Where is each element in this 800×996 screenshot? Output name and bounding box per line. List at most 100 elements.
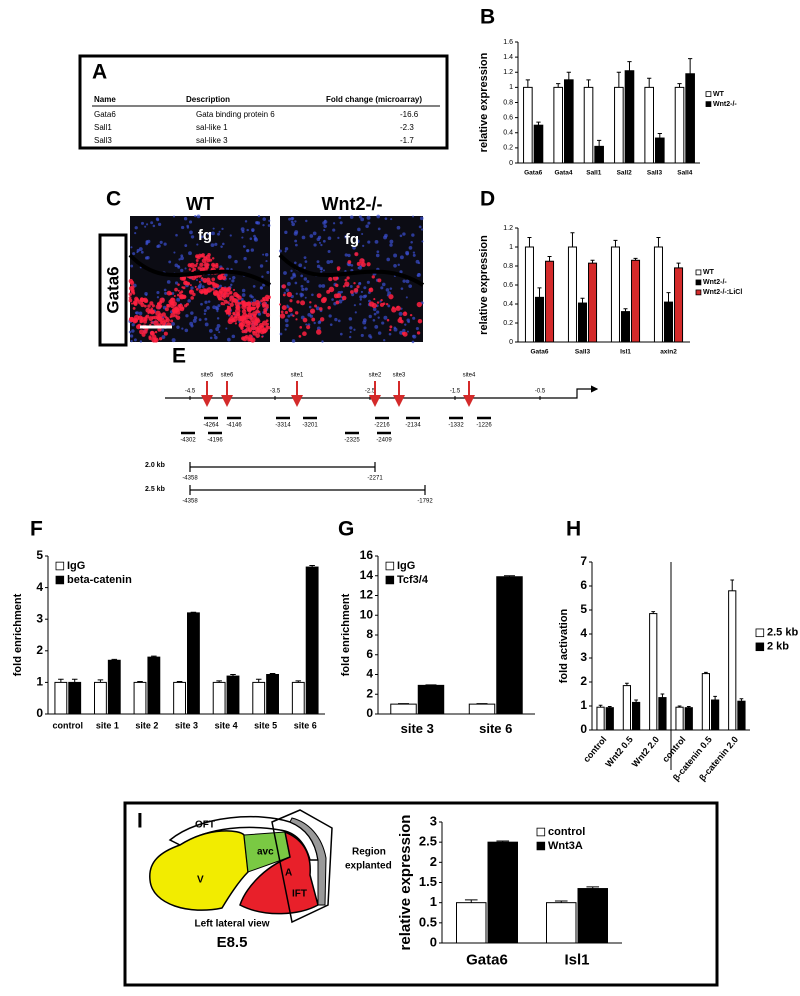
nucleus [284, 230, 288, 234]
stain-dot [133, 318, 139, 324]
stain-dot [129, 280, 135, 286]
nucleus [152, 224, 156, 228]
nucleus [219, 284, 222, 288]
stain-dot [395, 305, 401, 311]
nucleus [287, 314, 291, 318]
stain-dot [260, 299, 264, 303]
stain-dot [371, 275, 375, 279]
y-tick-label: 12 [360, 588, 374, 602]
error-bar [547, 256, 552, 262]
stain-dot [132, 291, 136, 295]
nucleus [252, 298, 257, 303]
nucleus [188, 220, 193, 224]
nucleus [344, 253, 348, 257]
nucleus [376, 310, 380, 314]
nucleus [420, 228, 424, 231]
gray-wall [289, 817, 327, 906]
nucleus [259, 286, 263, 290]
nucleus [313, 321, 316, 325]
stain-dot [253, 321, 259, 326]
stain-dot [214, 264, 219, 269]
bar [674, 267, 684, 343]
stain-dot [246, 305, 252, 312]
nucleus [195, 278, 199, 282]
y-tick-label: 0.4 [503, 301, 513, 308]
nucleus [130, 264, 134, 268]
legend-label: Wnt3A [548, 840, 583, 852]
error-bar [656, 237, 661, 247]
stain-dot [353, 287, 359, 293]
table-cell: -1.7 [400, 136, 414, 145]
bar [564, 79, 574, 164]
bar [675, 706, 684, 731]
nucleus [389, 239, 394, 244]
panel-letter: I [137, 810, 143, 833]
legend-swatch [536, 827, 546, 837]
stain-box [98, 233, 128, 347]
table-header: Name [94, 95, 116, 104]
legend-swatch [705, 101, 712, 107]
x-tick-label: Sall4 [677, 170, 693, 177]
nucleus [180, 225, 185, 230]
error-bar [151, 655, 157, 658]
stain-dot [417, 318, 423, 324]
stain-dot [289, 299, 293, 303]
nucleus [256, 221, 261, 225]
primer-label: -4196 [207, 438, 223, 444]
y-tick-label: 0.5 [419, 914, 437, 929]
stain-dot [214, 283, 220, 288]
nucleus [349, 330, 352, 333]
nucleus [207, 300, 211, 303]
nucleus [241, 293, 246, 297]
stain-dot [211, 288, 215, 291]
nucleus [231, 334, 236, 339]
stain-dot [234, 322, 238, 325]
legend-label: IgG [67, 560, 85, 572]
nucleus [292, 272, 296, 277]
legend-label: beta-catenin [67, 574, 132, 586]
stain-dot [137, 299, 144, 305]
nucleus [294, 281, 298, 285]
bar [594, 145, 604, 164]
nucleus [309, 234, 314, 238]
bar [577, 302, 588, 343]
nucleus [312, 231, 317, 236]
error-bar [713, 695, 717, 700]
stain-dot [314, 304, 318, 308]
nucleus [231, 279, 235, 283]
construct-start: -4358 [182, 476, 198, 482]
micrograph [128, 214, 272, 343]
stain-dot [223, 299, 228, 304]
stain-dot [187, 263, 192, 268]
stain-dot [280, 310, 284, 314]
y-tick-label: 6 [366, 647, 373, 661]
nucleus [251, 229, 255, 232]
stain-dot [237, 295, 242, 300]
scale-label: -4.5 [185, 389, 196, 395]
stain-dot [174, 314, 178, 318]
nucleus [319, 266, 323, 271]
panel-letter: E [172, 345, 186, 368]
nucleus [300, 274, 304, 278]
stain-dot [262, 304, 266, 308]
stain-dot [212, 289, 219, 296]
stain-dot [220, 275, 223, 279]
stain-dot [229, 302, 234, 307]
stain-dot [170, 319, 174, 323]
nucleus [129, 334, 134, 338]
nucleus [381, 282, 386, 287]
y-tick-label: 7 [580, 554, 587, 568]
promoter-line [165, 385, 599, 399]
explant-outline [271, 809, 333, 924]
column-label: Wnt2-/- [322, 194, 383, 214]
nucleus [338, 216, 342, 220]
stain-dot [201, 258, 207, 264]
x-tick-label: site 2 [135, 720, 158, 730]
nucleus [383, 235, 388, 240]
nucleus [415, 326, 419, 331]
nucleus [389, 287, 393, 290]
y-tick-label: 0.6 [503, 114, 513, 121]
scale-label: -3.5 [270, 389, 281, 395]
nucleus [190, 324, 194, 328]
nucleus [354, 311, 357, 314]
